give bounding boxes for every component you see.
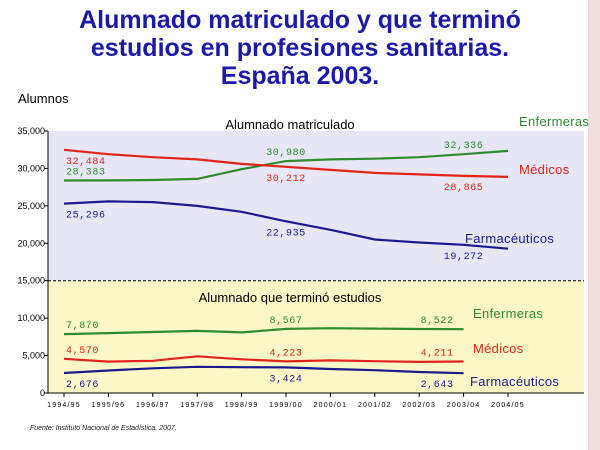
lower-panel-background [48,280,584,393]
data-label: 8,567 [269,316,302,327]
data-label: 4,223 [269,348,302,359]
x-tick-label: 1995/96 [92,402,126,409]
series-name-medicos: Médicos [519,162,570,177]
chart-title-line-2: estudios en profesiones sanitarias. [90,34,510,62]
upper-panel-background [48,131,584,281]
series-name-farmaceuticos: Farmacéuticos [470,374,559,389]
y-tick-label: 10,000 [17,313,45,323]
series-name-enfermeras: Enfermeras [473,306,543,321]
x-tick-label: 2001/02 [358,402,392,409]
data-label: 8,522 [421,316,454,327]
y-tick-label: 25,000 [17,201,45,211]
x-tick-label: 2002/03 [402,402,436,409]
chart-title-line-3: España 2003. [220,62,380,90]
data-label: 19,272 [444,252,484,263]
x-tick-label: 1996/97 [136,402,170,409]
lower-panel-title: Alumnado que terminó estudios [199,290,382,305]
series-line-medicos-terminado [63,355,464,364]
data-label: 30,980 [266,148,306,159]
x-tick-label: 2000/01 [314,402,348,409]
x-tick-label: 1998/99 [225,402,259,409]
x-tick-label: 1994/95 [47,402,81,409]
series-line-farmaceuticos-terminado [63,365,464,375]
data-label: 25,296 [66,211,106,222]
series-name-farmaceuticos: Farmacéuticos [465,231,554,246]
x-tick-label: 1999/00 [269,402,303,409]
x-tick-label: 2003/04 [447,402,481,409]
y-tick-label: 20,000 [17,238,45,248]
series-name-medicos: Médicos [473,341,524,356]
y-tick-label: 0 [40,388,45,398]
upper-panel-title: Alumnado matriculado [225,117,354,132]
series-line-medicos-matriculado [63,148,509,178]
data-label: 2,676 [66,380,99,391]
y-tick-label: 15,000 [17,276,45,286]
series-line-enfermeras-matriculado [63,149,509,182]
right-border-stripe [588,0,600,450]
chart-title-line-1: Alumnado matriculado y que terminó [79,6,521,34]
series-line-farmaceuticos-matriculado [63,200,509,250]
data-label: 32,484 [66,157,106,168]
y-axis-label: Alumnos [18,91,69,106]
data-label: 7,870 [66,321,99,332]
x-tick-label: 1997/98 [180,402,214,409]
y-tick-label: 30,000 [17,163,45,173]
data-label: 3,424 [269,374,302,385]
data-label: 4,211 [421,348,454,359]
data-label: 30,212 [266,174,306,185]
x-tick-label: 2004/05 [491,402,525,409]
data-label: 28,865 [444,183,484,194]
y-tick-label: 5,000 [22,351,45,361]
data-label: 4,570 [66,346,99,357]
data-label: 2,643 [421,380,454,391]
data-label: 22,935 [266,228,306,239]
data-label: 28,383 [66,168,106,179]
series-line-enfermeras-terminado [63,327,464,336]
chart-title: Alumnado matriculado y que terminó estud… [0,6,600,90]
y-tick-label: 35,000 [17,126,45,136]
data-label: 32,336 [444,141,484,152]
source-note: Fuente: Instituto Nacional de Estadístic… [30,425,177,432]
series-name-enfermeras: Enfermeras [519,114,589,129]
